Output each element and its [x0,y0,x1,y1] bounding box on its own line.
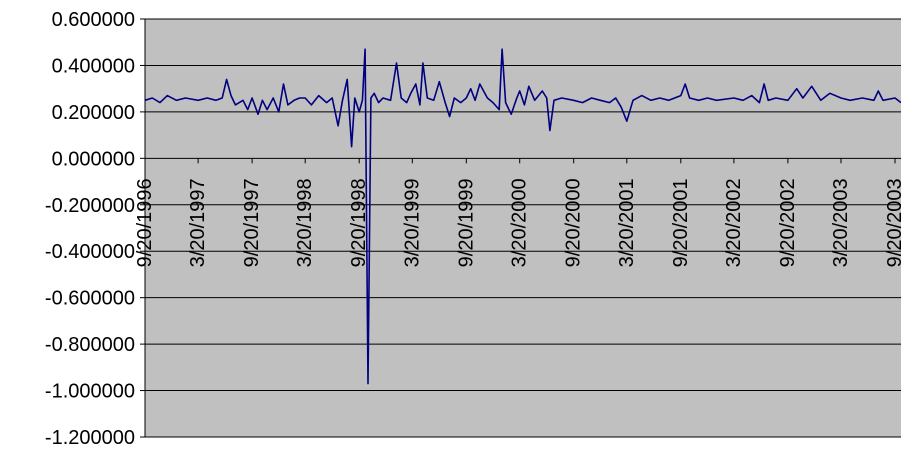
x-tick-label: 3/20/2002 [723,178,745,267]
y-tick-label: 0.400000 [52,55,135,77]
y-tick-label: -0.600000 [45,288,135,310]
x-tick-label: 3/20/2003 [830,178,852,267]
x-tick-label: 3/20/1998 [294,178,316,267]
x-tick-label: 9/20/1996 [134,178,156,267]
x-tick-label: 9/20/1998 [348,178,370,267]
x-axis: 9/20/1996 3/20/1997 9/20/1997 3/20/1998 9/20… [134,158,901,267]
x-tick-label: 9/20/1999 [455,178,477,267]
x-tick-label: 9/20/2002 [777,178,799,267]
y-tick-label: 0.200000 [52,102,135,124]
plot-area [145,19,901,437]
y-tick-label: -1.000000 [45,381,135,403]
x-tick-label: 9/20/1997 [241,178,263,267]
x-tick-label: 3/20/1999 [401,178,423,267]
x-tick-label: 3/20/2000 [509,178,531,267]
x-tick-label: 9/20/2001 [670,178,692,267]
y-tick-label: -0.200000 [45,195,135,217]
x-tick-label: 3/20/2001 [616,178,638,267]
gridlines [145,18,901,438]
y-tick-label: -0.800000 [45,334,135,356]
x-tick-label: 9/20/2003 [884,178,901,267]
x-tick-label: 9/20/2000 [563,178,585,267]
y-tick-label: 0.000000 [52,148,135,170]
x-tick-label: 3/20/1997 [187,178,209,267]
series-line [144,48,901,385]
y-tick-label: 0.600000 [52,9,135,31]
y-tick-label: -1.200000 [45,427,135,449]
y-tick-label: -0.400000 [45,241,135,263]
y-axis: 0.600000 0.400000 0.200000 0.000000 -0.20000… [45,9,145,449]
